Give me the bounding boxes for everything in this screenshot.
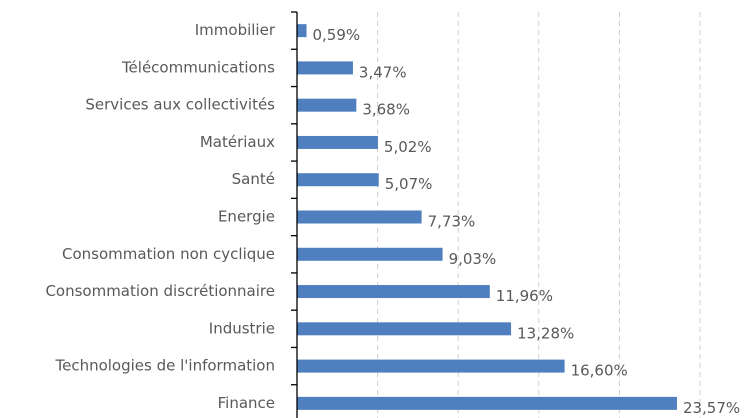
y-tick-label: Technologies de l'information	[54, 357, 275, 375]
bar	[297, 135, 378, 149]
bar	[297, 24, 307, 38]
bar	[297, 396, 677, 410]
value-label: 9,03%	[449, 250, 497, 268]
bar	[297, 98, 357, 112]
bar	[297, 173, 379, 187]
bar	[297, 359, 565, 373]
bar	[297, 247, 443, 261]
value-label: 16,60%	[571, 362, 628, 380]
value-label: 5,02%	[384, 138, 432, 156]
bar	[297, 285, 490, 299]
bar	[297, 210, 422, 224]
grid	[377, 12, 701, 418]
y-tick-label: Consommation discrétionnaire	[45, 282, 275, 300]
value-label: 13,28%	[517, 324, 574, 342]
y-tick-label: Services aux collectivités	[85, 96, 275, 114]
y-tick-label: Energie	[218, 208, 275, 226]
value-label: 3,47%	[359, 63, 407, 81]
value-label: 23,57%	[683, 399, 740, 417]
value-label: 0,59%	[313, 26, 361, 44]
value-label: 5,07%	[385, 175, 433, 193]
y-tick-label: Immobilier	[195, 21, 276, 39]
value-label: 11,96%	[496, 287, 553, 305]
y-tick-label: Consommation non cyclique	[62, 245, 275, 263]
y-tick-label: Télécommunications	[121, 58, 275, 76]
y-tick-label: Santé	[232, 170, 275, 188]
y-tick-label: Industrie	[209, 319, 275, 337]
value-label: 7,73%	[428, 213, 476, 231]
y-tick-label: Finance	[218, 394, 275, 412]
y-tick-label: Matériaux	[200, 133, 275, 151]
marks: 0,59% 3,47% 3,68% 5,02% 5,07% 7,73% 9,03% 11,96…	[297, 24, 740, 417]
bar	[297, 61, 353, 75]
value-label: 3,68%	[362, 101, 410, 119]
bar	[297, 322, 512, 336]
